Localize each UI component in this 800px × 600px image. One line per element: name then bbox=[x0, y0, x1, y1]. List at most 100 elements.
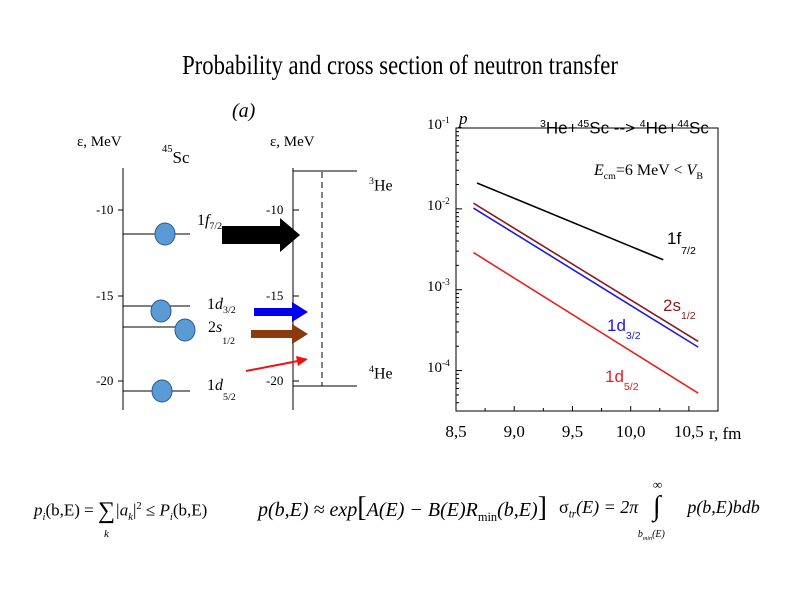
orbital-j: 1/2 bbox=[222, 336, 235, 348]
orbital-l: d bbox=[215, 296, 223, 313]
chart-ylabel: p bbox=[459, 109, 468, 128]
nucleus-symbol: Sc bbox=[172, 148, 190, 167]
chart-xlabel: r, fm bbox=[709, 424, 742, 443]
f1-bar: | bbox=[132, 500, 137, 520]
left-tick-label: -20 bbox=[96, 373, 114, 388]
page-title: Probability and cross section of neutron… bbox=[182, 50, 618, 80]
series-label-sub: 7/2 bbox=[681, 245, 696, 258]
he3-label: 3He bbox=[369, 176, 393, 195]
series-label-sub: 5/2 bbox=[623, 381, 639, 394]
integral-symbol: ∫ bbox=[652, 490, 661, 522]
reaction-label: 3He+45Sc --> 4He+44Sc bbox=[540, 118, 709, 139]
f1-args-rhs: (b,E) bbox=[172, 500, 208, 520]
series-label-text: 1d bbox=[607, 316, 626, 335]
panel-label-text: (a) bbox=[232, 100, 256, 122]
right-tick-label: -20 bbox=[266, 373, 284, 388]
reaction-part: He+ bbox=[545, 118, 578, 138]
orbital-l: s bbox=[216, 319, 223, 336]
right-tick-label: -10 bbox=[266, 202, 284, 217]
f1-P: P bbox=[159, 500, 170, 520]
orbital-l: d bbox=[215, 377, 223, 394]
y-tick-label: 10-2 bbox=[427, 197, 450, 215]
left-axis-label: ε, MeV bbox=[77, 134, 122, 150]
y-tick-base: 10 bbox=[427, 117, 442, 133]
reaction-mass: 45 bbox=[577, 118, 590, 130]
formula-cross-section: σtr(E) = 2π ∞ ∫ bmin(E) p(b,E)bdb bbox=[559, 477, 760, 542]
reaction-part: Sc bbox=[689, 118, 709, 138]
f1-p: p bbox=[34, 500, 43, 520]
f1-i: i bbox=[42, 511, 46, 523]
x-tick-label: 9,0 bbox=[503, 422, 525, 441]
barrier-symbol: V bbox=[686, 162, 697, 179]
orbital-l: f bbox=[205, 212, 210, 229]
formula-probability-exp: p(b,E) ≈ exp[A(E) − B(E)Rmin(b,E)] bbox=[258, 492, 547, 525]
nucleus-label-sc45: 45Sc bbox=[162, 144, 190, 168]
series-label-text: 1d bbox=[605, 367, 624, 386]
energy-annotation: Ecm=6 MeV < VB bbox=[594, 162, 703, 182]
y-tick-base: 10 bbox=[427, 359, 442, 376]
series-label-sub: 1/2 bbox=[680, 310, 696, 323]
f1-square: 2 bbox=[136, 500, 142, 512]
x-tick-label: 10,0 bbox=[615, 422, 646, 441]
y-tick-base: 10 bbox=[427, 278, 442, 295]
reaction-part: Sc --> bbox=[589, 118, 640, 138]
left-tick-label: -10 bbox=[96, 202, 114, 217]
he3-mass: 3 bbox=[369, 176, 374, 187]
series-label-d32: 1d3/2 bbox=[607, 316, 641, 342]
orbital-j: 5/2 bbox=[223, 392, 236, 404]
y-tick-exp: -4 bbox=[442, 358, 450, 369]
neutron-ball bbox=[150, 299, 172, 323]
series-line-2s12 bbox=[473, 202, 699, 343]
orbital-j: 7/2 bbox=[209, 221, 223, 233]
arrow-d52-shaft bbox=[245, 360, 299, 372]
f1-a: |a bbox=[115, 500, 129, 520]
sum-symbol: ∑ bbox=[97, 498, 116, 524]
sigma-symbol: σ bbox=[559, 497, 569, 517]
y-tick-label: 10-4 bbox=[427, 359, 450, 377]
arrow-d32 bbox=[254, 302, 308, 322]
orbital-label-d32: 1d3/2 bbox=[207, 296, 236, 316]
orbital-label-f72: 1f7/2 bbox=[197, 212, 222, 232]
orbital-n: 1 bbox=[197, 212, 205, 229]
he4-label: 4He bbox=[369, 364, 393, 383]
f2-bracket-right: ] bbox=[537, 492, 547, 523]
y-tick-base: 10 bbox=[427, 197, 442, 214]
integral-lower-b: b bbox=[637, 528, 643, 540]
he3-symbol: He bbox=[373, 177, 393, 195]
energy-mid: =6 MeV < bbox=[615, 162, 687, 179]
orbital-n: 1 bbox=[207, 377, 215, 394]
f2-tail: (b,E) bbox=[497, 499, 538, 521]
f1-i: i bbox=[169, 511, 173, 523]
orbital-n: 2 bbox=[208, 319, 216, 336]
orbital-label-d52: 1d5/2 bbox=[207, 377, 236, 403]
x-tick-label: 9,5 bbox=[561, 422, 584, 441]
f3-sub: tr bbox=[568, 508, 577, 521]
f3-integrand: p(b,E)bdb bbox=[687, 497, 760, 517]
series-label-text: 1f bbox=[667, 229, 682, 248]
orbital-j: 3/2 bbox=[223, 305, 236, 317]
f2-sub: min bbox=[477, 510, 498, 524]
series-label-s12: 2s1/2 bbox=[663, 296, 696, 322]
he4-symbol: He bbox=[373, 365, 393, 383]
x-tick-label: 8,5 bbox=[445, 422, 467, 441]
f1-k: k bbox=[128, 511, 133, 523]
f2-bracket-left: [ bbox=[357, 492, 367, 523]
formula-probability-sum: pi(b,E) = ∑ k |ak|2 ≤ Pi(b,E) bbox=[34, 498, 208, 540]
series-label-f72: 1f7/2 bbox=[667, 229, 696, 257]
integral-lower-tail: (E) bbox=[652, 528, 665, 540]
reaction-mass: 44 bbox=[677, 118, 690, 130]
integral-lower-sub: min bbox=[642, 534, 653, 542]
neutron-ball bbox=[174, 318, 196, 342]
series-line-1d52 bbox=[473, 251, 699, 394]
f1-args: (b,E) = bbox=[45, 500, 98, 520]
orbital-label-s12: 2s1/2 bbox=[208, 319, 235, 347]
f3-lhs-tail: (E) = 2π bbox=[576, 497, 639, 517]
x-tick-label: 10,5 bbox=[674, 422, 704, 441]
sum-index: k bbox=[103, 528, 109, 540]
f2-lhs: p(b,E) ≈ exp bbox=[258, 499, 358, 521]
arrow-s12 bbox=[251, 324, 308, 344]
arrow-f72 bbox=[222, 218, 300, 252]
energy-sub: cm bbox=[603, 171, 616, 183]
